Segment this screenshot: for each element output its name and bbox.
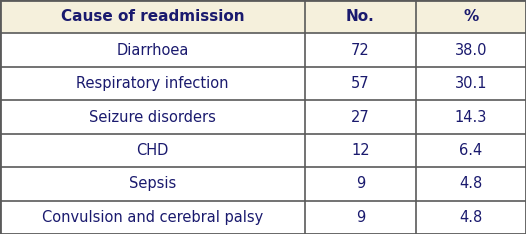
Bar: [416, 100, 526, 134]
Text: 72: 72: [351, 43, 370, 58]
Text: Convulsion and cerebral palsy: Convulsion and cerebral palsy: [42, 210, 263, 225]
Text: 38.0: 38.0: [454, 43, 487, 58]
Bar: [305, 167, 416, 201]
Bar: [305, 100, 416, 134]
Bar: [305, 33, 416, 67]
Bar: [305, 67, 416, 100]
Bar: [416, 201, 526, 234]
Bar: [0, 201, 305, 234]
Bar: [416, 67, 526, 100]
Text: 12: 12: [351, 143, 370, 158]
Text: 27: 27: [351, 110, 370, 124]
Bar: [305, 201, 416, 234]
Text: 4.8: 4.8: [459, 176, 482, 191]
Bar: [0, 167, 305, 201]
Bar: [416, 134, 526, 167]
Bar: [416, 33, 526, 67]
Bar: [0, 0, 305, 33]
Bar: [305, 134, 416, 167]
Text: 30.1: 30.1: [454, 76, 487, 91]
Bar: [416, 0, 526, 33]
Text: 14.3: 14.3: [454, 110, 487, 124]
Text: Cause of readmission: Cause of readmission: [60, 9, 245, 24]
Text: No.: No.: [346, 9, 375, 24]
Text: 9: 9: [356, 210, 365, 225]
Text: Respiratory infection: Respiratory infection: [76, 76, 229, 91]
Bar: [0, 134, 305, 167]
Bar: [0, 33, 305, 67]
Text: CHD: CHD: [136, 143, 169, 158]
Text: %: %: [463, 9, 478, 24]
Text: 6.4: 6.4: [459, 143, 482, 158]
Text: Sepsis: Sepsis: [129, 176, 176, 191]
Text: Diarrhoea: Diarrhoea: [116, 43, 189, 58]
Bar: [305, 0, 416, 33]
Bar: [0, 100, 305, 134]
Text: 57: 57: [351, 76, 370, 91]
Bar: [0, 67, 305, 100]
Text: 9: 9: [356, 176, 365, 191]
Text: 4.8: 4.8: [459, 210, 482, 225]
Text: Seizure disorders: Seizure disorders: [89, 110, 216, 124]
Bar: [416, 167, 526, 201]
